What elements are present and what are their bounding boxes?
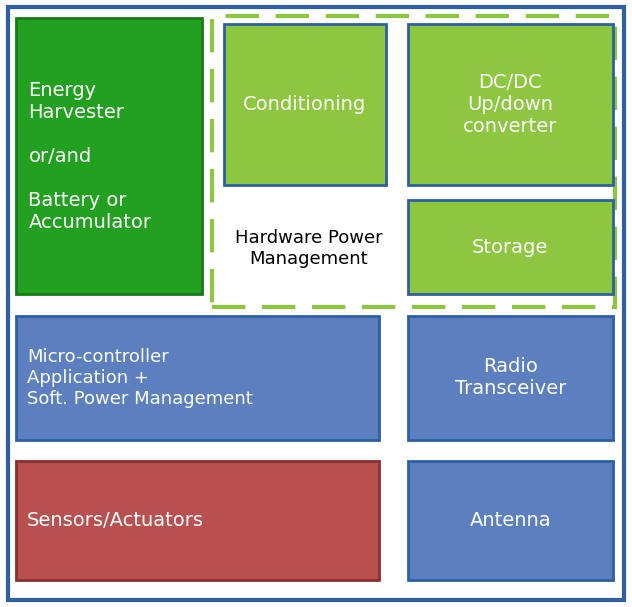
Text: Storage: Storage [472, 238, 549, 257]
FancyBboxPatch shape [8, 7, 624, 600]
FancyBboxPatch shape [16, 18, 202, 294]
Text: Energy
Harvester

or/and

Battery or
Accumulator: Energy Harvester or/and Battery or Accum… [28, 81, 152, 232]
FancyBboxPatch shape [408, 461, 613, 580]
Text: Sensors/Actuators: Sensors/Actuators [27, 511, 204, 530]
Text: Conditioning: Conditioning [243, 95, 367, 114]
FancyBboxPatch shape [16, 461, 379, 580]
FancyBboxPatch shape [408, 24, 613, 185]
FancyBboxPatch shape [224, 24, 386, 185]
Text: DC/DC
Up/down
converter: DC/DC Up/down converter [463, 73, 557, 136]
Text: Radio
Transceiver: Radio Transceiver [454, 358, 566, 398]
Text: Micro-controller
Application +
Soft. Power Management: Micro-controller Application + Soft. Pow… [27, 348, 253, 408]
FancyBboxPatch shape [408, 200, 613, 294]
FancyBboxPatch shape [16, 316, 379, 440]
Text: Hardware Power
Management: Hardware Power Management [234, 229, 382, 268]
FancyBboxPatch shape [408, 316, 613, 440]
Text: Antenna: Antenna [470, 511, 551, 530]
